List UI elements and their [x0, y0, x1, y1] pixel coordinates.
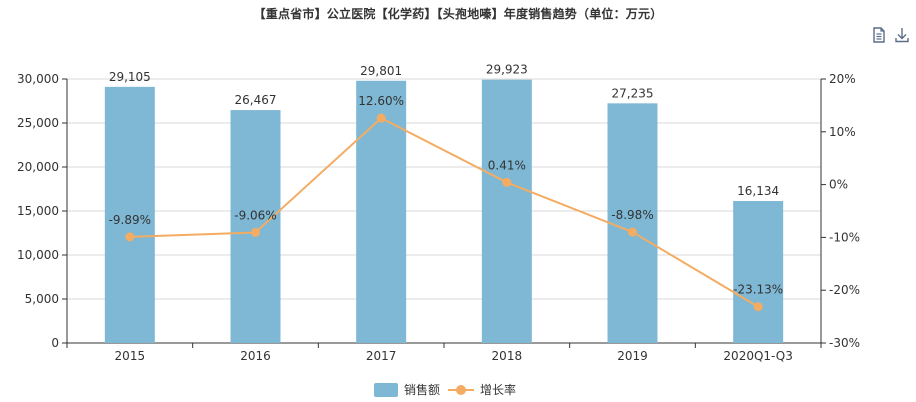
bar: [104, 86, 155, 343]
y-left-tick-label: 10,000: [17, 248, 59, 262]
bar-data-label: 26,467: [235, 93, 277, 107]
download-icon[interactable]: [893, 26, 911, 44]
y-left-tick-label: 0: [51, 336, 59, 350]
line-point: [753, 302, 763, 312]
legend-bar-label: 销售额: [404, 382, 440, 397]
x-tick-label: 2020Q1-Q3: [723, 349, 792, 363]
line-point: [502, 177, 512, 187]
line-data-label: 12.60%: [358, 94, 404, 108]
line-data-label: -23.13%: [733, 283, 783, 297]
y-left-tick-label: 30,000: [17, 72, 59, 86]
growth-rate-line: [129, 116, 759, 308]
line-data-label: -9.06%: [234, 208, 276, 222]
bar: [230, 110, 281, 344]
y-right-tick-label: -30%: [829, 336, 860, 350]
bar-data-label: 27,235: [612, 86, 654, 100]
bar: [356, 80, 407, 344]
line-point: [251, 227, 260, 237]
y-left-tick-label: 20,000: [17, 160, 59, 174]
y-left-tick-label: 15,000: [17, 204, 59, 218]
legend-line-label: 增长率: [480, 382, 516, 397]
x-tick-label: 2019: [617, 349, 648, 363]
y-right-tick-label: 10%: [829, 125, 856, 139]
y-right-tick-label: -20%: [829, 283, 860, 297]
legend-bar-swatch: [374, 383, 398, 397]
x-tick-label: 2015: [115, 349, 146, 363]
line-data-label: -8.98%: [611, 208, 653, 222]
line-point: [376, 113, 386, 123]
bar-data-label: 16,134: [737, 184, 779, 198]
y-left-tick-label: 25,000: [17, 116, 59, 130]
bar-data-label: 29,105: [109, 70, 151, 84]
bar: [607, 103, 658, 343]
y-right-tick-label: 20%: [829, 72, 856, 86]
chart-title: 【重点省市】公立医院【化学药】【头孢地嗪】年度销售趋势（单位：万元）: [253, 7, 663, 21]
x-tick-label: 2017: [366, 349, 397, 363]
bar-data-label: 29,801: [360, 64, 402, 78]
line-data-label: -9.89%: [109, 213, 151, 227]
line-point: [628, 227, 637, 237]
bar: [481, 79, 532, 343]
x-tick-label: 2018: [492, 349, 523, 363]
data-view-icon[interactable]: [870, 26, 888, 44]
bar-data-label: 29,923: [486, 63, 528, 77]
y-left-tick-label: 5,000: [25, 292, 59, 306]
line-point: [125, 232, 135, 242]
line-data-label: 0.41%: [488, 158, 526, 172]
y-right-tick-label: 0%: [829, 178, 848, 192]
y-right-tick-label: -10%: [829, 230, 860, 244]
legend-line-marker: [456, 385, 466, 395]
bar: [733, 201, 784, 343]
x-tick-label: 2016: [240, 349, 271, 363]
